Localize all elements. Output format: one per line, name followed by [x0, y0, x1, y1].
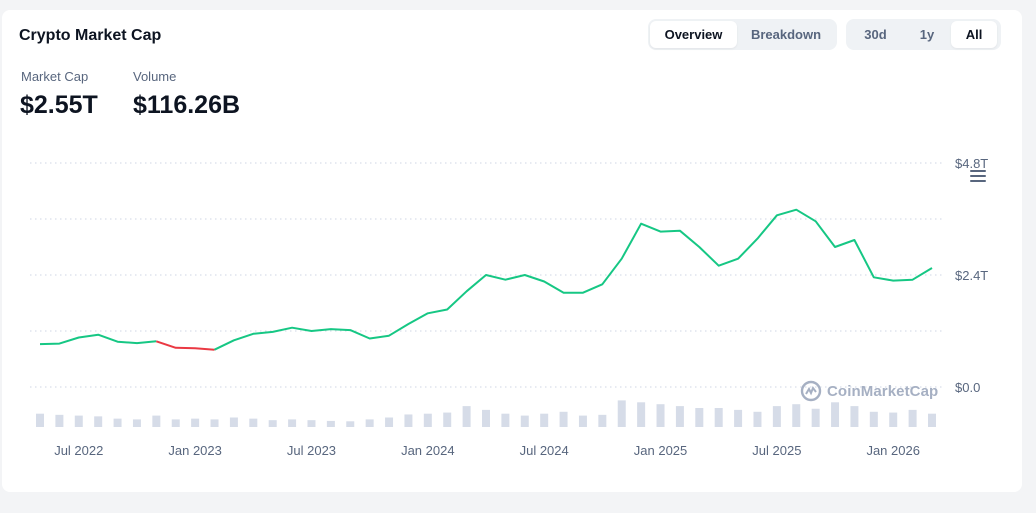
volume-bar: [637, 402, 646, 427]
volume-bar: [656, 404, 665, 427]
volume-bar: [714, 408, 723, 427]
volume-bar: [191, 418, 200, 427]
chart-menu-icon[interactable]: [970, 170, 986, 184]
volume-bar: [36, 413, 44, 427]
volume-bar: [850, 406, 859, 427]
volume-bar: [365, 419, 374, 427]
volume-bar: [695, 408, 704, 427]
x-axis-label: Jan 2026: [866, 443, 920, 458]
volume-bar: [249, 418, 258, 427]
volume-bar: [869, 411, 878, 427]
volume-bar: [346, 421, 355, 427]
volume-bar: [385, 417, 394, 427]
volume-bar: [559, 411, 568, 427]
range-1y-button[interactable]: 1y: [919, 27, 935, 42]
range-30d-button[interactable]: 30d: [864, 27, 887, 42]
volume-bar: [675, 406, 684, 427]
volume-bar: [540, 413, 549, 427]
x-axis-label: Jan 2023: [168, 443, 222, 458]
x-axis-label: Jul 2022: [54, 443, 103, 458]
volume-bar: [617, 400, 626, 427]
range-toggle: 30d 1y All: [846, 19, 1001, 50]
volume-bar: [520, 415, 529, 427]
market-cap-line-up-1: [39, 333, 157, 346]
volume-label: Volume: [133, 69, 177, 84]
volume-bar: [210, 419, 219, 427]
volume-bar: [132, 419, 141, 427]
watermark: CoinMarketCap: [800, 380, 938, 402]
volume-bar: [501, 413, 510, 427]
watermark-text: CoinMarketCap: [827, 382, 939, 400]
market-cap-line-down: [155, 340, 215, 351]
market-cap-value: $2.55T: [20, 91, 98, 119]
volume-bar: [908, 409, 917, 427]
volume-bar: [55, 414, 64, 427]
volume-value: $116.26B: [133, 91, 241, 119]
volume-bar: [94, 416, 103, 427]
coinmarketcap-logo-icon: [800, 380, 822, 402]
volume-bar: [152, 415, 161, 427]
tab-breakdown[interactable]: Breakdown: [750, 27, 822, 42]
volume-bar: [462, 406, 471, 427]
y-axis-label: $2.4T: [955, 268, 988, 283]
volume-bar: [831, 402, 840, 427]
volume-bar: [753, 411, 762, 427]
volume-bar: [113, 418, 122, 427]
market-cap-line-up-2: [214, 208, 933, 351]
x-axis-label: Jan 2024: [401, 443, 455, 458]
view-toggle: Overview Breakdown: [648, 19, 837, 50]
volume-bar: [229, 417, 238, 427]
volume-bar: [734, 409, 743, 427]
volume-bar: [482, 409, 490, 427]
market-cap-label: Market Cap: [21, 69, 89, 84]
volume-bar: [772, 406, 781, 427]
volume-bar: [811, 408, 820, 427]
volume-bar: [792, 404, 801, 427]
volume-bar: [423, 413, 432, 427]
x-axis-label: Jul 2024: [520, 443, 569, 458]
volume-bar: [404, 414, 413, 427]
range-all-button[interactable]: All: [951, 21, 997, 48]
x-axis-label: Jan 2025: [634, 443, 688, 458]
volume-bar: [74, 415, 83, 427]
page-title: Crypto Market Cap: [19, 27, 162, 44]
volume-bar: [268, 420, 277, 427]
y-axis-label: $4.8T: [955, 156, 988, 171]
volume-bar: [307, 420, 316, 427]
volume-bar: [288, 419, 297, 427]
tab-overview[interactable]: Overview: [650, 21, 737, 48]
y-axis-label: $0.0: [955, 380, 980, 395]
volume-bar: [889, 412, 898, 427]
volume-bar: [578, 415, 587, 427]
volume-bar: [326, 420, 335, 427]
x-axis-label: Jul 2025: [752, 443, 801, 458]
volume-bar: [598, 414, 607, 427]
volume-bar: [443, 412, 452, 427]
volume-bar: [171, 419, 180, 427]
volume-bar: [928, 413, 936, 427]
x-axis-label: Jul 2023: [287, 443, 336, 458]
